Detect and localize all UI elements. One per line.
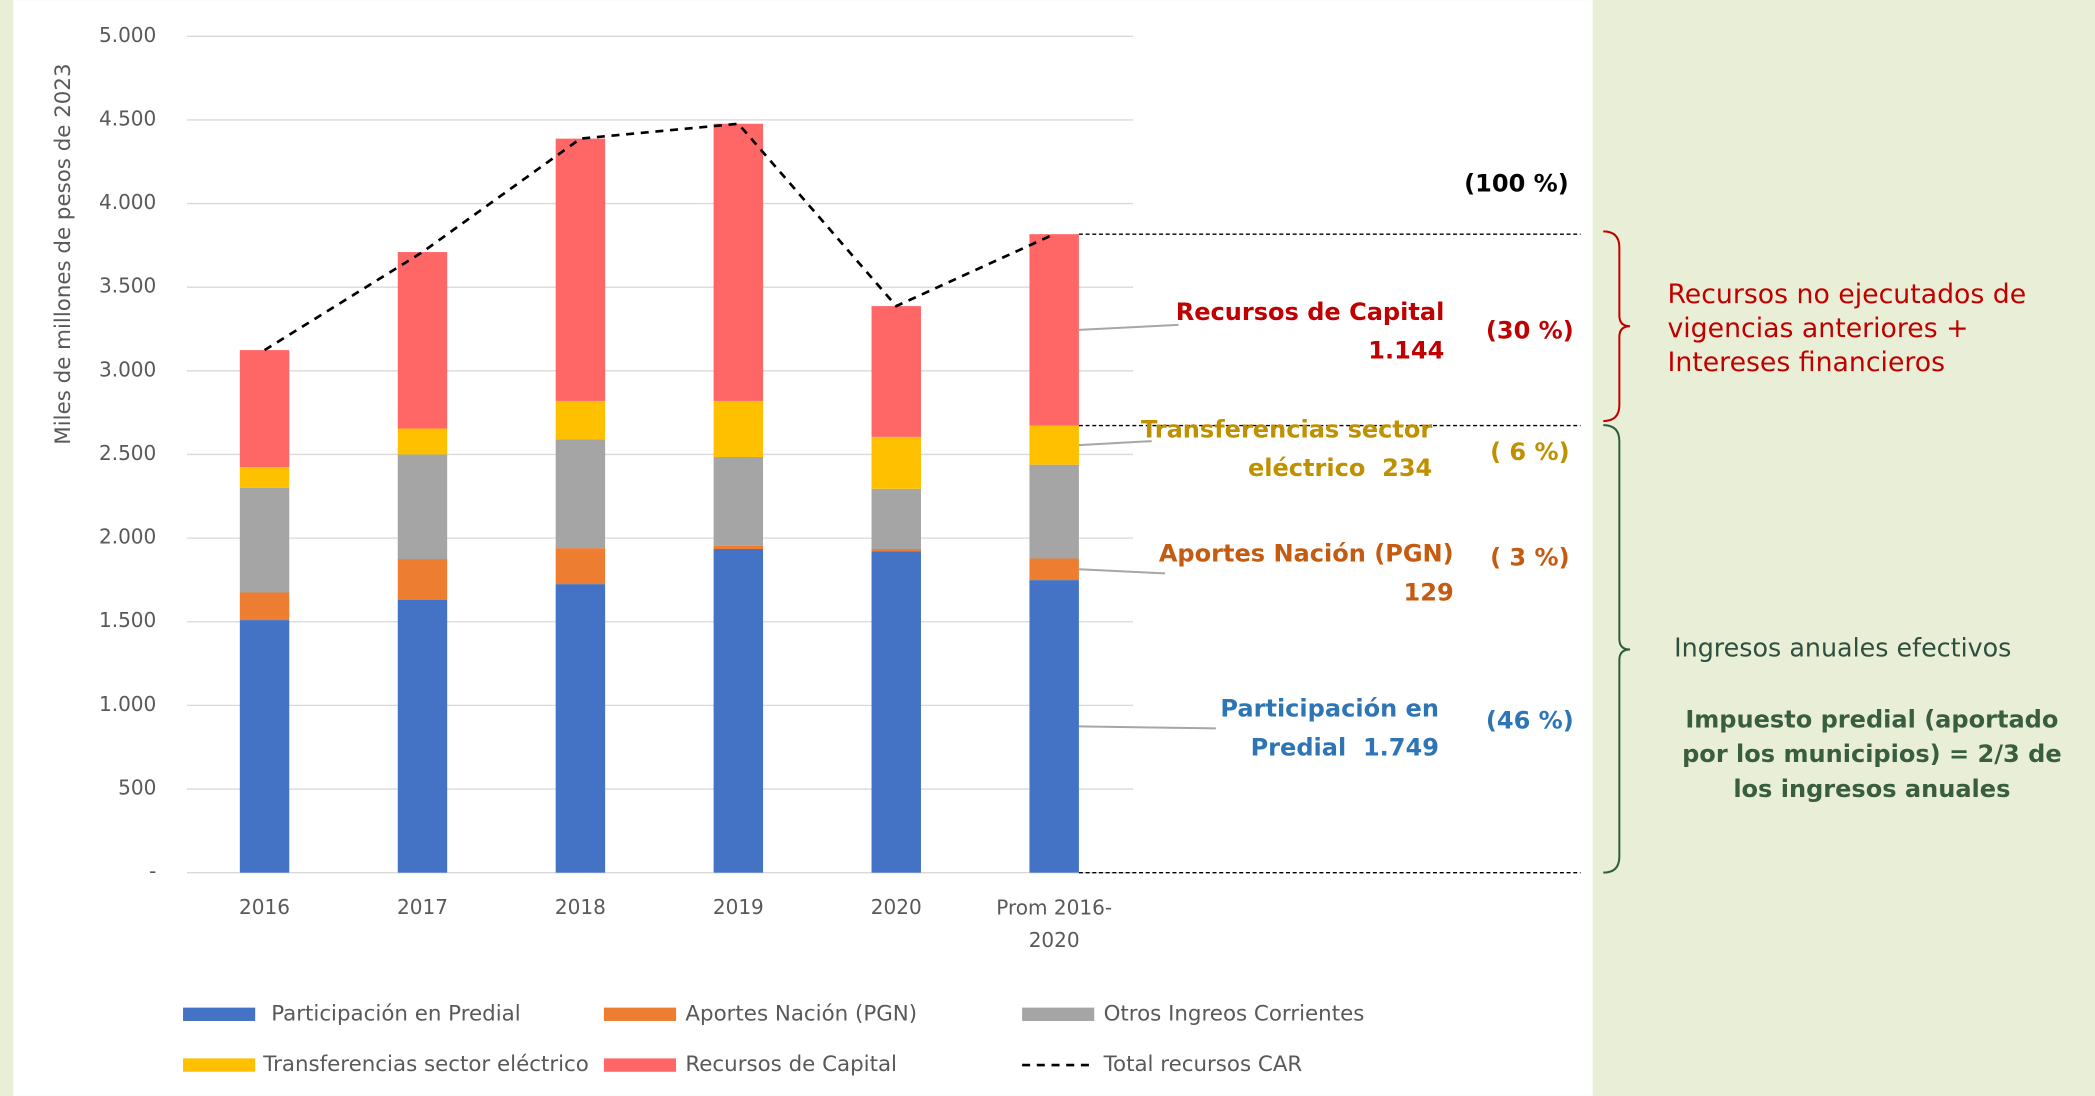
bar-segment [871, 551, 921, 873]
bar-segment [397, 600, 448, 873]
annotation-text: Recursos de Capital [1176, 298, 1445, 326]
annotation-share: ( 3 %) [1490, 544, 1570, 572]
side-note: Recursos no ejecutados de [1667, 279, 2026, 310]
bar-segment [555, 439, 606, 549]
bar-segment [871, 306, 921, 437]
bar-segment [397, 559, 448, 601]
y-tick-label: 1.500 [99, 608, 156, 632]
x-tick-label: 2018 [555, 895, 606, 919]
side-note: Intereses financieros [1667, 347, 1945, 378]
side-note-title: Ingresos anuales efectivos [1674, 633, 2011, 663]
x-tick-label-line: 2020 [1029, 927, 1080, 951]
annotation-text: Predial 1.749 [1251, 733, 1439, 761]
annotation-share: (46 %) [1486, 707, 1574, 735]
annotation-share: ( 6 %) [1490, 438, 1570, 466]
bar-segment [555, 548, 606, 585]
annotation-text: 1.144 [1368, 337, 1444, 365]
bracket-lower [1603, 424, 1631, 874]
bar-segment [713, 123, 764, 401]
bar-segment [239, 592, 290, 621]
y-axis-label: Miles de millones de pesos de 2023 [51, 63, 76, 444]
side-note: vigencias anteriores + [1667, 313, 1968, 344]
y-tick-label: 500 [118, 776, 156, 800]
y-tick-label: 3.500 [99, 274, 156, 298]
legend-label: Recursos de Capital [685, 1052, 897, 1077]
side-note-bold: los ingresos anuales [1733, 775, 2010, 803]
leader-line [1078, 568, 1166, 575]
bar-segment [713, 548, 764, 873]
y-tick-label: - [149, 859, 156, 883]
bar-segment [555, 400, 606, 440]
bar-segment [239, 350, 290, 468]
bar-segment [1029, 425, 1079, 465]
bar-segment [555, 138, 606, 401]
x-tick-label-line: Prom 2016- [996, 895, 1112, 919]
bar-segment [555, 584, 606, 873]
legend-label: Total recursos CAR [1103, 1052, 1303, 1077]
bar-segment [713, 456, 764, 546]
annotation-text: eléctrico 234 [1248, 454, 1432, 482]
bar-segment [871, 548, 921, 552]
bracket-upper [1603, 230, 1631, 423]
annotation-text: Participación en [1220, 695, 1439, 723]
y-tick-label: 5.000 [99, 23, 156, 47]
leader-line [1078, 440, 1152, 447]
annotation-text: Transferencias sector [1141, 415, 1432, 443]
x-tick-label: 2019 [713, 895, 764, 919]
x-tick-label: 2016 [239, 895, 290, 919]
legend-swatch [603, 1058, 677, 1072]
y-tick-label: 4.500 [99, 106, 156, 130]
x-tick-label: 2017 [397, 895, 448, 919]
x-tick-label: Prom 2016- 2020 [996, 895, 1112, 951]
legend-swatch [183, 1058, 256, 1072]
bar-segment [239, 487, 290, 593]
bar-segment [397, 428, 448, 455]
y-tick-label: 1.000 [99, 692, 156, 716]
bar-segment [871, 436, 921, 489]
legend-label: Transferencias sector eléctrico [262, 1052, 589, 1077]
bar-segment [713, 400, 764, 457]
bar-segment [1029, 464, 1079, 559]
y-tick-label: 3.000 [99, 357, 156, 381]
bar-segment [713, 545, 764, 549]
side-note-bold: Impuesto predial (aportado [1685, 705, 2058, 733]
legend-swatch [603, 1007, 677, 1021]
total-share: (100 %) [1464, 170, 1569, 198]
legend-swatch [1022, 1007, 1095, 1021]
x-tick-label: 2020 [871, 895, 922, 919]
leader-line [1078, 725, 1216, 730]
bar-segment [1029, 580, 1079, 873]
legend-label: Otros Ingreos Corrientes [1104, 1001, 1365, 1026]
bar-segment [397, 454, 448, 560]
bar-segment [1029, 558, 1079, 581]
legend-label: Aportes Nación (PGN) [685, 1001, 917, 1026]
y-tick-label: 2.500 [99, 441, 156, 465]
bar-segment [871, 488, 921, 549]
leader-line [1078, 323, 1179, 331]
bar-segment [1029, 234, 1079, 426]
total-line [263, 122, 1055, 352]
side-note-bold: por los municipios) = 2/3 de [1682, 740, 2062, 768]
legend-swatch [183, 1007, 256, 1021]
annotation-share: (30 %) [1486, 317, 1574, 345]
legend-label: Participación en Predial [271, 1001, 520, 1026]
annotation-text: 129 [1404, 578, 1454, 606]
bar-segment [239, 620, 290, 873]
y-tick-label: 2.000 [99, 525, 156, 549]
y-tick-label: 4.000 [99, 190, 156, 214]
bar-segment [397, 252, 448, 429]
annotation-text: Aportes Nación (PGN) [1159, 540, 1454, 568]
bar-segment [239, 467, 290, 488]
